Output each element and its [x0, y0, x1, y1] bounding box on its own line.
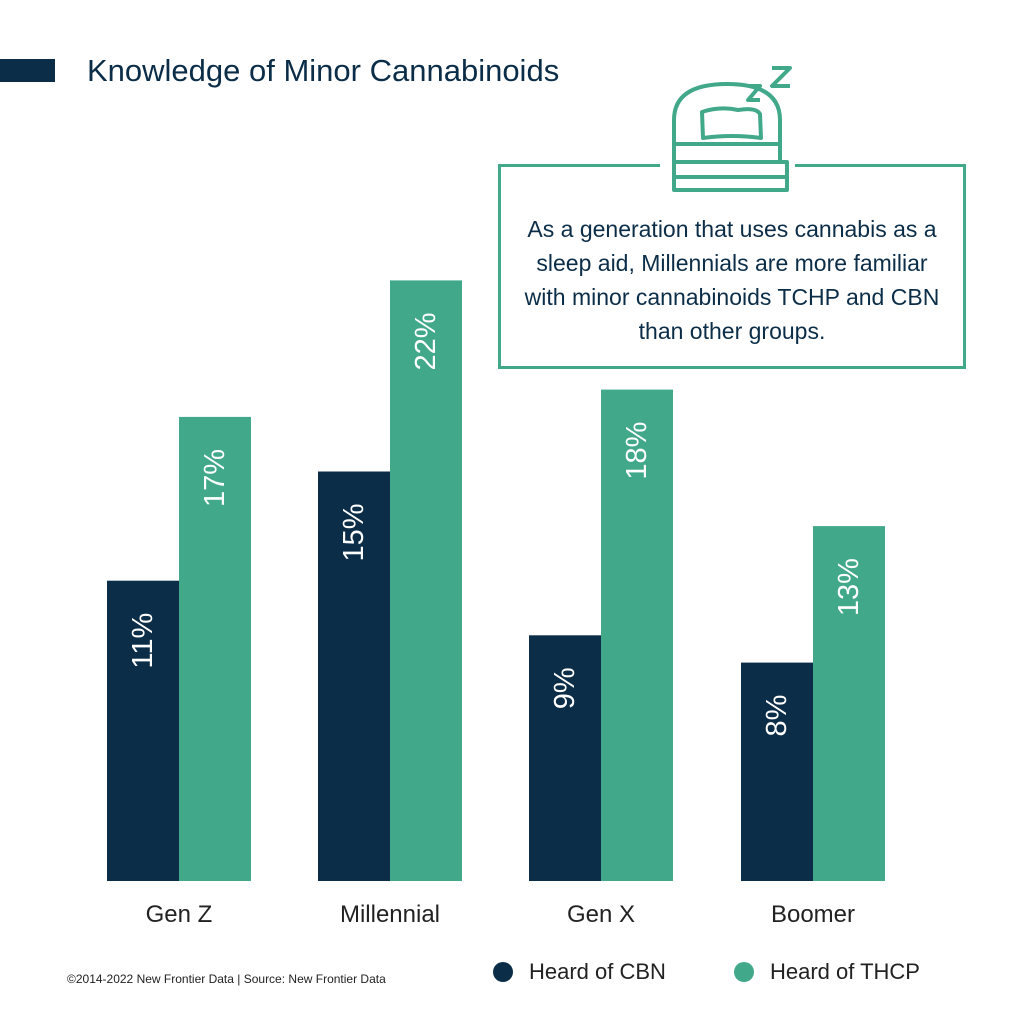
- legend-label-thcp: Heard of THCP: [770, 959, 920, 984]
- legend-swatch-thcp: [734, 962, 754, 982]
- callout-text: As a generation that uses cannabis as a …: [524, 216, 940, 344]
- data-label-heard-of-cbn-boomer: 8%: [761, 695, 793, 737]
- bar-heard-of-cbn-millennial: [318, 471, 390, 881]
- data-label-heard-of-thcp-gen-z: 17%: [199, 449, 231, 507]
- bar-heard-of-cbn-gen-z: [107, 580, 179, 881]
- source-footer: ©2014-2022 New Frontier Data | Source: N…: [67, 972, 386, 986]
- category-label-boomer: Boomer: [771, 901, 855, 928]
- bar-heard-of-thcp-boomer: [813, 526, 885, 881]
- bar-heard-of-cbn-boomer: [741, 662, 813, 881]
- callout-box: As a generation that uses cannabis as a …: [498, 164, 966, 369]
- data-label-heard-of-cbn-gen-z: 11%: [127, 613, 159, 669]
- data-label-heard-of-cbn-millennial: 15%: [338, 504, 370, 562]
- data-label-heard-of-cbn-gen-x: 9%: [549, 667, 581, 709]
- bar-heard-of-thcp-gen-z: [179, 416, 251, 881]
- category-label-gen-x: Gen X: [567, 901, 635, 928]
- data-label-heard-of-thcp-millennial: 22%: [410, 312, 442, 370]
- category-label-gen-z: Gen Z: [146, 901, 213, 928]
- category-label-millennial: Millennial: [340, 901, 440, 928]
- chart-title: Knowledge of Minor Cannabinoids: [87, 53, 560, 88]
- legend-item-cbn: Heard of CBN: [493, 955, 666, 989]
- data-label-heard-of-thcp-boomer: 13%: [833, 558, 865, 616]
- bar-heard-of-cbn-gen-x: [529, 635, 601, 881]
- data-label-heard-of-thcp-gen-x: 18%: [621, 422, 653, 480]
- legend-label-cbn: Heard of CBN: [529, 959, 666, 984]
- legend-swatch-cbn: [493, 962, 513, 982]
- title-accent-bar: [0, 59, 55, 82]
- bar-heard-of-thcp-gen-x: [601, 389, 673, 881]
- legend-item-thcp: Heard of THCP: [734, 955, 920, 989]
- bar-heard-of-thcp-millennial: [390, 280, 462, 881]
- bed-sleep-icon: [660, 62, 795, 200]
